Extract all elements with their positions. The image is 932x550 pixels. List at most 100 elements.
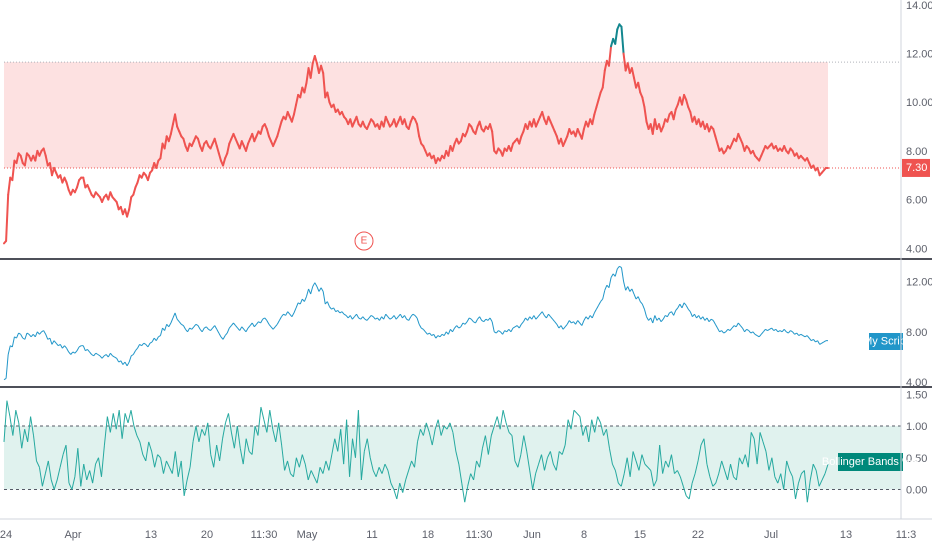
event-marker[interactable]: E — [354, 231, 374, 251]
bbpercent-line-segment — [706, 463, 711, 477]
bbpercent-y-tick: 0.00 — [906, 484, 927, 496]
bbpercent-y-tick: 0.50 — [906, 453, 927, 465]
my-script-line-segment — [174, 312, 178, 320]
bbpercent-line-segment — [74, 448, 79, 477]
my-script-line-segment — [462, 322, 466, 325]
my-script-legend-tag[interactable]: My Script — [863, 333, 909, 350]
bbpercent-line-segment — [405, 470, 410, 481]
my-script-line-segment — [347, 315, 351, 319]
my-script-line-segment — [487, 317, 491, 321]
my-script-line-segment — [364, 318, 368, 321]
bbpercent-line-segment — [375, 467, 380, 477]
my-script-line-segment — [587, 315, 591, 320]
bbpercent-line-segment — [59, 454, 64, 468]
bbpercent-line-segment — [824, 463, 829, 474]
price-line-segment — [276, 128, 281, 138]
price-last-value-tag-bg — [902, 158, 930, 177]
bbpercent-line-segment — [461, 483, 466, 503]
my-script-line-segment — [91, 354, 94, 357]
price-line-segment — [637, 81, 642, 94]
my-script-line-segment — [249, 322, 253, 326]
price-line-segment — [132, 186, 137, 196]
my-script-line-segment — [82, 345, 86, 351]
my-script-line-segment — [185, 328, 188, 333]
my-script-line-segment — [602, 290, 606, 300]
price-line-segment — [518, 135, 523, 145]
bbpercent-line-segment — [718, 460, 723, 474]
my-script-line-segment — [310, 286, 314, 295]
my-script-line-segment — [379, 316, 383, 321]
bbpercent-line-segment — [396, 483, 401, 500]
my-script-line-segment — [170, 317, 174, 324]
bbpercent-line-segment — [458, 464, 463, 484]
bbpercent-line-segment — [201, 429, 206, 436]
my-script-line-segment — [59, 344, 63, 349]
my-script-line-segment — [308, 288, 312, 295]
bbpercent-line-segment — [638, 454, 643, 471]
bbpercent-line-segment — [476, 460, 480, 468]
my-script-line-segment — [673, 310, 677, 316]
x-axis-ticks: 24 Apr 13 20 11:30 May 11 18 11:30 Jun 8 15 22 Jul 13 1… — [0, 529, 916, 541]
bbpercent-line-segment — [301, 454, 306, 465]
my-script-line-segment — [704, 317, 708, 321]
my-script-line-segment — [36, 331, 40, 335]
my-script-line-segment — [293, 307, 297, 314]
my-script-line-segment — [11, 336, 15, 348]
my-script-line-segment — [375, 317, 378, 320]
bbpercent-line-segment — [803, 470, 808, 503]
my-script-line-segment — [425, 331, 428, 335]
my-script-legend-tag-bg[interactable] — [869, 333, 903, 350]
my-script-line-segment — [256, 321, 259, 325]
my-script-line-segment — [383, 313, 387, 320]
my-script-line-segment — [479, 316, 483, 321]
bbpercent-line-segment — [260, 406, 265, 420]
my-script-line-segment — [412, 313, 416, 316]
my-script-line-segment — [281, 313, 284, 318]
bbpercent-line-segment — [372, 470, 377, 477]
my-script-line-segment — [450, 328, 453, 333]
my-script-line-segment — [3, 378, 7, 381]
bbpercent-line-segment — [632, 451, 637, 462]
my-script-line-segment — [575, 320, 579, 325]
price-pane: E 4.00 6.00 8.00 10.00 12.00 14.00 7.30 — [3, 0, 932, 255]
bbpercent-y-tick: 1.00 — [906, 421, 927, 433]
my-script-line-segment — [272, 326, 276, 330]
bbpercent-line-segment — [89, 470, 94, 484]
x-tick-label: 24 — [0, 529, 12, 541]
my-script-line-segment — [89, 351, 93, 355]
price-line-segment — [169, 123, 174, 135]
my-script-line-segment — [781, 328, 785, 333]
my-script-line-segment — [698, 315, 702, 320]
price-line-segment — [597, 91, 602, 101]
bbpercent-legend-tag-bg[interactable] — [838, 453, 903, 471]
my-script-line-segment — [683, 302, 687, 306]
bbpercent-line-segment — [614, 470, 619, 484]
bbpercent-legend-tag[interactable]: Bollinger Bands %B — [822, 453, 919, 471]
my-script-line-segment — [535, 316, 539, 320]
bbpercent-line-segment — [591, 419, 596, 433]
bbpercent-line-segment — [685, 495, 690, 500]
my-script-line-segment — [135, 347, 138, 352]
my-script-line-segment — [222, 335, 226, 340]
price-line-segment — [601, 69, 606, 89]
my-script-line-segment — [253, 323, 257, 328]
my-script-line-segment — [285, 311, 289, 316]
earnings-event-circle[interactable] — [354, 231, 374, 251]
bbpercent-line-segment — [623, 457, 628, 474]
my-script-line-segment — [566, 320, 570, 325]
bbpercent-line-segment — [422, 422, 427, 436]
my-script-line-segment — [237, 327, 241, 331]
my-script-line-segment — [604, 285, 608, 291]
price-range-fill — [4, 62, 828, 168]
price-y-tick: 10.00 — [906, 97, 932, 109]
my-script-line-segment — [756, 335, 760, 338]
my-script-line-segment — [274, 323, 278, 328]
bbpercent-line-segment — [222, 422, 226, 439]
my-script-line-segment — [243, 328, 247, 333]
bbpercent-line-segment — [284, 460, 289, 471]
my-script-line-segment — [226, 327, 230, 334]
my-script-line-segment — [262, 317, 266, 320]
price-line-segment — [407, 120, 412, 130]
my-script-line-segment — [139, 343, 142, 347]
bbpercent-line-segment — [257, 406, 262, 436]
